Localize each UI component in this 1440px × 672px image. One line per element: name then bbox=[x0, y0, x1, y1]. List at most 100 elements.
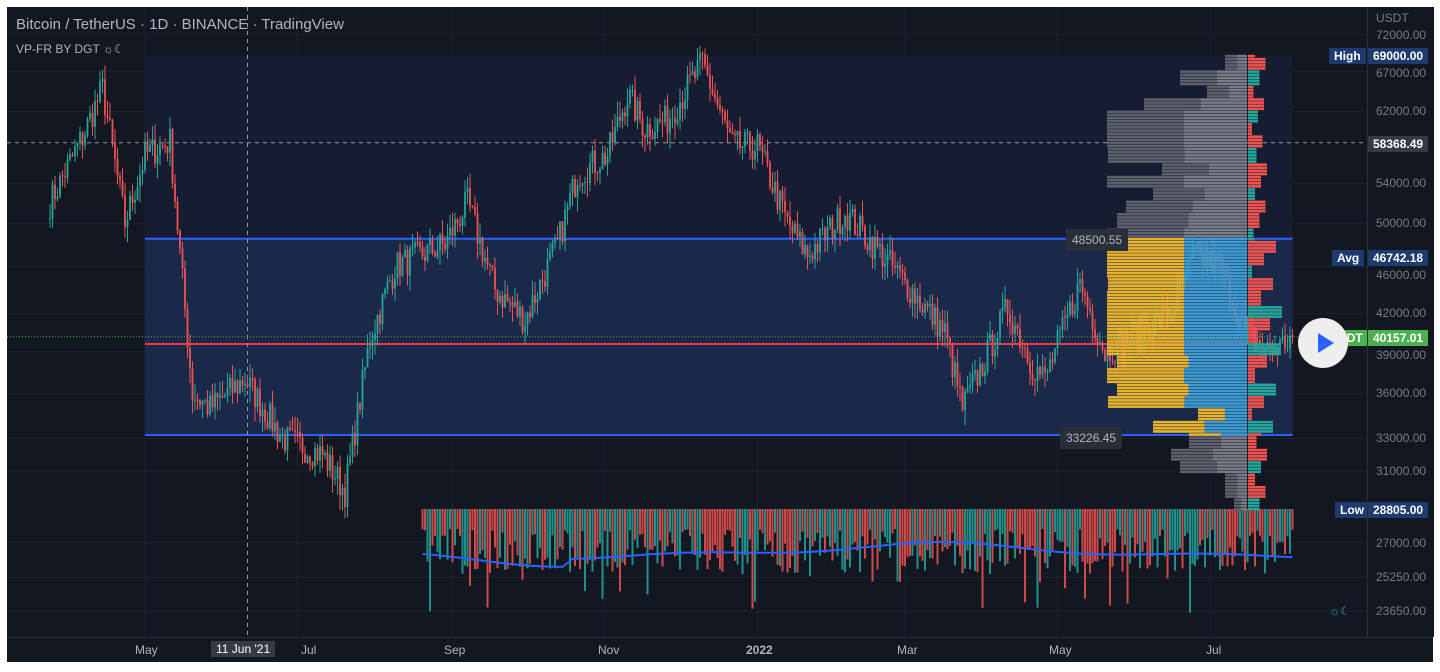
delta-profile-bar bbox=[1248, 498, 1260, 501]
candle-body bbox=[976, 370, 979, 386]
volume-bar bbox=[529, 509, 531, 564]
indicator-label[interactable]: VP-FR BY DGT ☼☾ bbox=[16, 42, 125, 56]
volume-bar bbox=[479, 509, 481, 554]
volume-bar bbox=[1061, 509, 1064, 542]
volume-profile-bar bbox=[1107, 113, 1184, 117]
candle-body bbox=[314, 447, 316, 467]
volume-bar bbox=[1249, 509, 1251, 536]
candle-body bbox=[661, 121, 664, 123]
volume-bar bbox=[456, 509, 459, 530]
play-replay-button[interactable] bbox=[1298, 318, 1348, 368]
volume-profile-bar bbox=[1153, 197, 1205, 201]
volume-bar bbox=[1291, 509, 1294, 530]
volume-bar bbox=[959, 509, 961, 556]
delta-profile-bar bbox=[1248, 330, 1258, 334]
volume-bar bbox=[621, 509, 624, 563]
volume-bar bbox=[974, 509, 976, 571]
price-axis[interactable]: USDT 72000.00 67000.00 62000.00 54000.00 500… bbox=[1367, 7, 1434, 637]
price-tick: 50000.00 bbox=[1376, 216, 1427, 231]
time-axis[interactable]: May Jul Sep Nov 2022 Mar May Jul 11 Jun … bbox=[7, 637, 1433, 662]
volume-bar bbox=[799, 509, 801, 542]
range-top-label: 48500.55 bbox=[1066, 229, 1129, 251]
indicator-logo: ☼☾ bbox=[1329, 604, 1351, 618]
delta-profile-bar bbox=[1248, 358, 1267, 362]
volume-profile-bar bbox=[1198, 414, 1225, 418]
candle-body bbox=[404, 249, 406, 258]
candle-body bbox=[674, 117, 676, 124]
delta-profile-bar bbox=[1248, 259, 1264, 263]
volume-profile-bar bbox=[1198, 417, 1225, 421]
candle-body bbox=[1001, 307, 1004, 312]
volume-profile-bar bbox=[1184, 141, 1247, 145]
price-tick: 67000.00 bbox=[1376, 66, 1427, 80]
candle-body bbox=[541, 279, 544, 282]
candle-body bbox=[764, 151, 766, 153]
candle-body bbox=[654, 131, 656, 139]
candle-body bbox=[1084, 292, 1086, 296]
volume-profile-bar bbox=[1234, 507, 1242, 511]
delta-profile-bar bbox=[1248, 495, 1266, 498]
volume-bar bbox=[1006, 509, 1009, 564]
candle-body bbox=[899, 264, 901, 271]
volume-bar bbox=[434, 509, 436, 536]
volume-bar bbox=[761, 509, 764, 534]
candle-body bbox=[359, 402, 361, 410]
candle-body bbox=[409, 247, 411, 276]
delta-profile-bar bbox=[1248, 138, 1263, 142]
candle-body bbox=[659, 119, 661, 122]
volume-profile-bar bbox=[1117, 355, 1189, 359]
volume-profile-bar bbox=[1107, 377, 1184, 381]
volume-profile-bar bbox=[1184, 296, 1247, 300]
delta-profile-bar bbox=[1248, 458, 1267, 461]
volume-bar bbox=[471, 509, 474, 531]
delta-profile-bar bbox=[1248, 408, 1252, 412]
delta-profile-bar bbox=[1248, 430, 1273, 433]
candle-body bbox=[536, 298, 539, 303]
candle-body bbox=[771, 187, 774, 193]
candle-body bbox=[619, 116, 621, 121]
candle-body bbox=[331, 455, 334, 480]
volume-bar bbox=[711, 509, 714, 552]
volume-profile-bar bbox=[1237, 64, 1247, 67]
delta-profile-bar bbox=[1248, 175, 1261, 179]
volume-bar bbox=[1269, 509, 1271, 537]
candle-body bbox=[996, 337, 999, 350]
volume-profile-bar bbox=[1184, 123, 1247, 126]
candle-body bbox=[384, 289, 386, 295]
candle-body bbox=[1054, 348, 1056, 363]
price-tick: 23650.00 bbox=[1376, 604, 1427, 619]
volume-profile-bar bbox=[1216, 73, 1247, 77]
candle-body bbox=[229, 378, 231, 388]
candle-body bbox=[271, 403, 274, 432]
candle-body bbox=[874, 237, 876, 260]
candle-body bbox=[1009, 314, 1011, 323]
candle-body bbox=[1044, 366, 1046, 373]
candle-body bbox=[649, 124, 651, 137]
volume-bar bbox=[866, 509, 869, 545]
delta-profile-bar bbox=[1248, 244, 1276, 247]
volume-bar bbox=[709, 509, 711, 561]
volume-bar bbox=[1091, 509, 1094, 564]
chart-pane[interactable]: ☼☾ Bitcoin / TetherUS · 1D · BINANCE · T… bbox=[7, 7, 1369, 637]
candle-body bbox=[324, 452, 326, 455]
candle-body bbox=[424, 256, 426, 261]
volume-profile-bar bbox=[1184, 231, 1247, 235]
delta-profile-bar bbox=[1248, 327, 1270, 331]
candle-body bbox=[866, 245, 869, 251]
volume-profile-bar bbox=[1220, 439, 1247, 443]
crosshair-price-tag: 58368.49 bbox=[1368, 136, 1429, 152]
volume-bar bbox=[954, 509, 956, 566]
delta-profile-bar bbox=[1248, 188, 1255, 191]
volume-profile-bar bbox=[1117, 358, 1189, 362]
volume-profile-bar bbox=[1180, 70, 1217, 73]
volume-bar bbox=[1259, 509, 1261, 536]
delta-profile-bar bbox=[1248, 278, 1273, 281]
candle-body bbox=[941, 320, 944, 333]
volume-bar bbox=[1196, 509, 1199, 560]
volume-bar bbox=[931, 509, 934, 559]
volume-bar bbox=[519, 509, 521, 567]
volume-bar bbox=[1051, 509, 1054, 551]
candle-body bbox=[699, 53, 701, 61]
volume-bar bbox=[911, 509, 914, 556]
